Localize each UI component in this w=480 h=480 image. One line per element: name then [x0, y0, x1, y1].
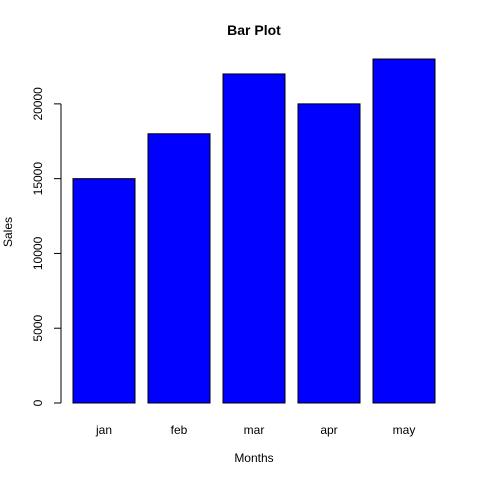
x-axis-labels: jan feb mar apr may: [95, 423, 415, 437]
y-tick-label-5000: 5000: [31, 315, 45, 342]
y-tick-label-15000: 15000: [31, 162, 45, 196]
bar-may: [372, 58, 436, 404]
chart-title: Bar Plot: [227, 22, 281, 38]
bars-layer: [72, 58, 436, 404]
x-tick-label-apr: apr: [320, 423, 337, 437]
x-tick-label-mar: mar: [244, 423, 265, 437]
x-axis-label: Months: [234, 451, 273, 465]
y-tick-label-20000: 20000: [31, 87, 45, 121]
y-axis-label: Sales: [1, 217, 15, 247]
bar-feb: [147, 133, 211, 404]
bar-jan: [72, 178, 136, 404]
x-tick-label-feb: feb: [171, 423, 188, 437]
x-tick-label-may: may: [393, 423, 416, 437]
bar-apr: [297, 103, 361, 404]
y-axis: 0 5000 10000 15000 20000: [31, 87, 62, 406]
x-tick-label-jan: jan: [95, 423, 112, 437]
y-tick-label-10000: 10000: [31, 236, 45, 270]
bar-mar: [222, 73, 286, 404]
y-tick-label-0: 0: [31, 399, 45, 406]
